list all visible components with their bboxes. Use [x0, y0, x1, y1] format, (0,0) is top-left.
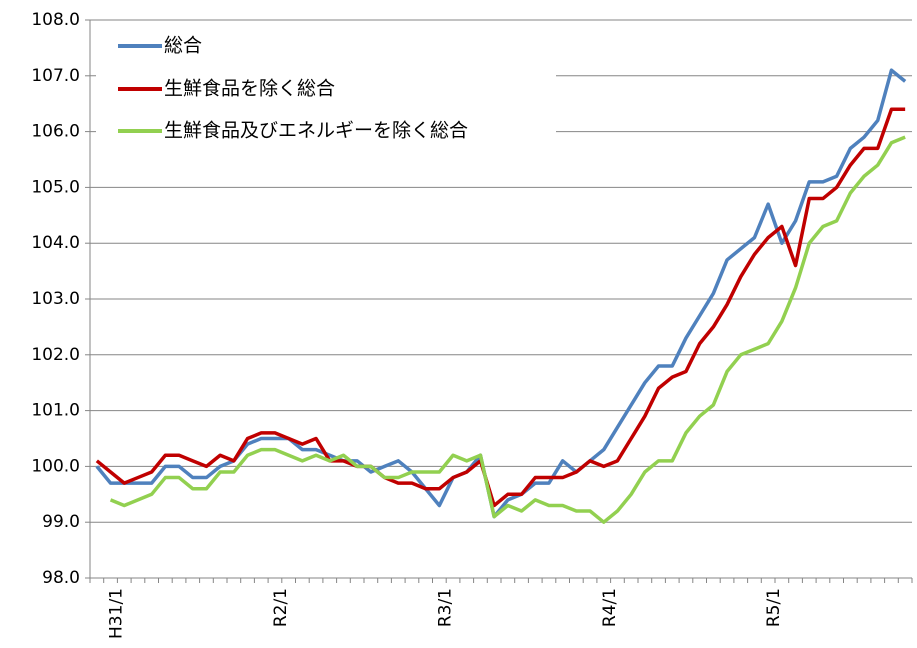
legend-background: [96, 26, 556, 154]
x-tick-label: R5/1: [764, 588, 784, 627]
x-tick-label: R4/1: [600, 588, 620, 627]
y-tick-label: 104.0: [31, 233, 80, 253]
y-tick-label: 101.0: [31, 401, 80, 421]
y-tick-label: 103.0: [31, 289, 80, 309]
y-tick-label: 105.0: [31, 177, 80, 197]
y-tick-label: 108.0: [31, 10, 80, 30]
legend-box: [96, 26, 556, 154]
y-tick-label: 102.0: [31, 345, 80, 365]
y-tick-label: 98.0: [42, 568, 80, 588]
y-tick-label: 99.0: [42, 512, 80, 532]
axes: 98.0 99.0 100.0 101.0 102.0 103.0 104.0 105.0 10…: [31, 10, 913, 639]
y-tick-label: 100.0: [31, 456, 80, 476]
y-tick-label: 106.0: [31, 122, 80, 142]
y-tick-label: 107.0: [31, 66, 80, 86]
x-tick-label: H31/1: [107, 588, 127, 639]
x-tick-label: R3/1: [435, 588, 455, 627]
series-line: [95, 107, 906, 508]
legend-label: 生鮮食品を除く総合: [164, 78, 335, 100]
x-tick-label: R2/1: [271, 588, 291, 627]
legend-label: 総合: [164, 35, 202, 57]
legend-label: 生鮮食品及びエネルギーを除く総合: [164, 120, 468, 142]
series-line: [109, 135, 906, 524]
